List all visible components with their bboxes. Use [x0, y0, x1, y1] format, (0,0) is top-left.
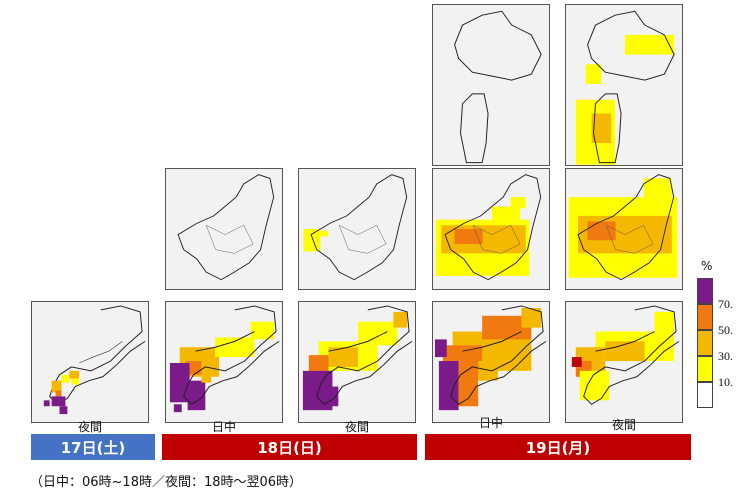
day-band-18: 18日(日): [162, 434, 417, 460]
map-panel-19-day-east: [432, 168, 550, 290]
west-japan-map: [43, 305, 146, 415]
west-japan-map: [571, 305, 680, 405]
map-panel-18-night-west: [298, 301, 416, 423]
east-japan-map: [303, 174, 408, 281]
east-japan-map: [435, 174, 542, 281]
map-panel-19-day-west: [432, 301, 550, 423]
panel-label-19-day: 日中: [478, 416, 503, 430]
west-japan-map: [169, 305, 280, 413]
legend-unit: %: [701, 259, 713, 273]
panel-label-18-day: 日中: [211, 420, 236, 434]
map-panel-18-day-east: [165, 168, 283, 290]
panel-label-19-night: 夜間: [611, 418, 636, 432]
legend-swatch-30: [697, 330, 713, 356]
map-panel-19-night-west: [565, 301, 683, 423]
legend-swatch-70: [697, 278, 713, 304]
west-japan-map: [302, 305, 413, 411]
legend-swatch-10: [697, 356, 713, 382]
footnote-time-definition: （日中：06時~18時／夜間：18時～翌06時）: [30, 475, 303, 490]
legend-label-30: 30.: [718, 349, 733, 363]
east-japan-map: [568, 174, 678, 281]
north-japan-map: [575, 10, 675, 165]
panel-label-18-night: 夜間: [344, 420, 369, 434]
panel-label-17-night: 夜間: [77, 420, 102, 434]
map-panel-19-night-north: [565, 4, 683, 166]
map-panel-18-night-east: [298, 168, 416, 290]
legend-label-70: 70.: [718, 297, 733, 311]
map-panel-19-day-north: [432, 4, 550, 166]
day-band-19: 19日(月): [425, 434, 691, 460]
map-panel-17-night-west: [31, 301, 149, 423]
map-panel-18-day-west: [165, 301, 283, 423]
legend-label-50: 50.: [718, 323, 733, 337]
west-japan-map: [434, 305, 547, 411]
map-panel-19-night-east: [565, 168, 683, 290]
legend-swatch-50: [697, 304, 713, 330]
day-label-19: 19日(月): [525, 438, 591, 457]
legend-label-10: 10.: [718, 375, 733, 389]
day-label-17: 17日(土): [60, 438, 126, 457]
north-japan-map: [454, 10, 542, 164]
day-band-17: 17日(土): [31, 434, 155, 460]
day-label-18: 18日(日): [257, 438, 322, 457]
east-japan-map: [177, 174, 275, 281]
legend-swatch-0: [697, 382, 713, 408]
